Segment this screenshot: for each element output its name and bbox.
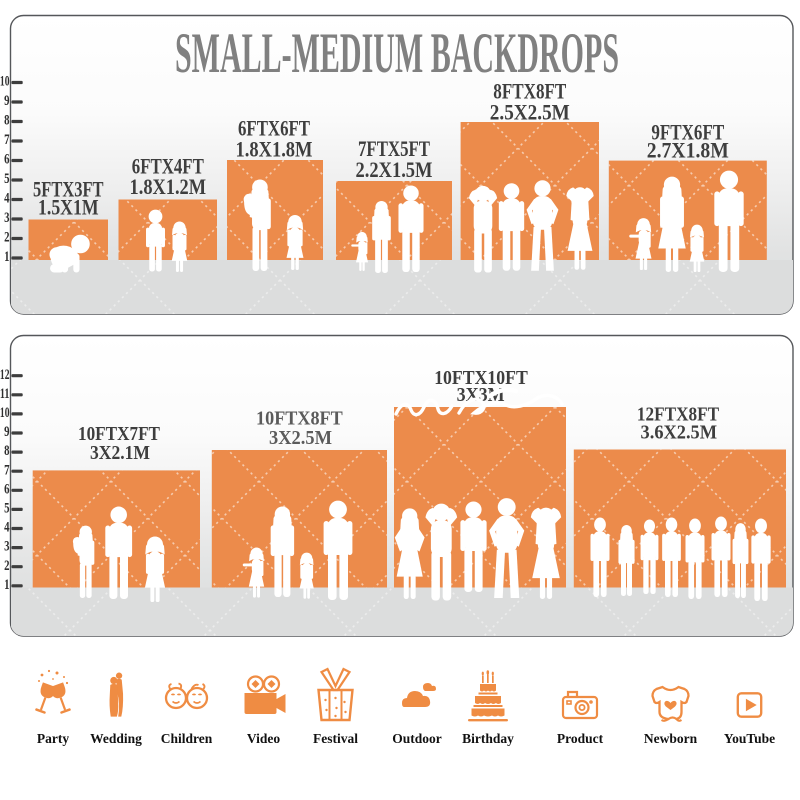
svg-text:Newborn: Newborn [644, 731, 698, 746]
svg-text:11: 11 [0, 386, 10, 402]
svg-text:3X2.5M: 3X2.5M [269, 427, 332, 449]
svg-text:4: 4 [4, 520, 9, 536]
svg-text:1: 1 [4, 577, 9, 593]
svg-text:8: 8 [4, 443, 9, 459]
svg-text:6: 6 [4, 481, 9, 497]
svg-text:6FTX6FT: 6FTX6FT [238, 116, 310, 141]
svg-text:Festival: Festival [313, 731, 358, 746]
svg-text:1.5X1M: 1.5X1M [38, 195, 99, 220]
svg-text:12FTX8FT: 12FTX8FT [637, 404, 719, 426]
svg-text:Outdoor: Outdoor [392, 731, 442, 746]
svg-text:7: 7 [4, 132, 9, 148]
svg-text:Product: Product [557, 731, 604, 746]
svg-text:Video: Video [247, 731, 280, 746]
svg-text:6FTX4FT: 6FTX4FT [132, 154, 204, 179]
svg-text:10FTX7FT: 10FTX7FT [78, 423, 160, 445]
svg-text:5FTX3FT: 5FTX3FT [33, 177, 104, 202]
svg-text:9: 9 [4, 93, 9, 109]
svg-text:3: 3 [4, 539, 9, 555]
svg-text:2: 2 [4, 230, 9, 246]
svg-text:1.8X1.8M: 1.8X1.8M [236, 137, 313, 162]
svg-text:10FTX8FT: 10FTX8FT [256, 408, 343, 430]
svg-text:1.8X1.2M: 1.8X1.2M [130, 174, 207, 199]
svg-text:Children: Children [161, 731, 213, 746]
svg-text:3: 3 [4, 210, 9, 226]
svg-text:Wedding: Wedding [90, 731, 142, 746]
svg-text:1: 1 [4, 249, 9, 265]
svg-text:8FTX8FT: 8FTX8FT [493, 79, 566, 104]
svg-text:2.7X1.8M: 2.7X1.8M [647, 138, 729, 163]
svg-text:Party: Party [37, 731, 69, 746]
svg-text:2.2X1.5M: 2.2X1.5M [356, 157, 433, 182]
svg-text:2: 2 [4, 558, 9, 574]
svg-text:7FTX5FT: 7FTX5FT [358, 136, 430, 161]
svg-text:2.5X2.5M: 2.5X2.5M [490, 100, 570, 125]
svg-text:9FTX6FT: 9FTX6FT [651, 120, 724, 145]
svg-text:Birthday: Birthday [462, 731, 514, 746]
svg-text:YouTube: YouTube [724, 731, 775, 746]
svg-text:SMALL-MEDIUM BACKDROPS: SMALL-MEDIUM BACKDROPS [175, 22, 619, 85]
svg-text:12: 12 [0, 367, 10, 383]
svg-text:5: 5 [4, 501, 9, 517]
svg-text:4: 4 [4, 191, 9, 207]
svg-text:9: 9 [4, 424, 9, 440]
svg-text:10: 10 [0, 74, 10, 90]
svg-text:5: 5 [4, 171, 9, 187]
svg-text:7: 7 [4, 462, 9, 478]
svg-text:8: 8 [4, 113, 9, 129]
svg-text:10: 10 [0, 405, 10, 421]
svg-text:10FTX10FT: 10FTX10FT [434, 367, 528, 389]
svg-text:3.6X2.5M: 3.6X2.5M [641, 422, 718, 444]
svg-text:3X2.1M: 3X2.1M [90, 442, 150, 464]
svg-text:6: 6 [4, 152, 9, 168]
